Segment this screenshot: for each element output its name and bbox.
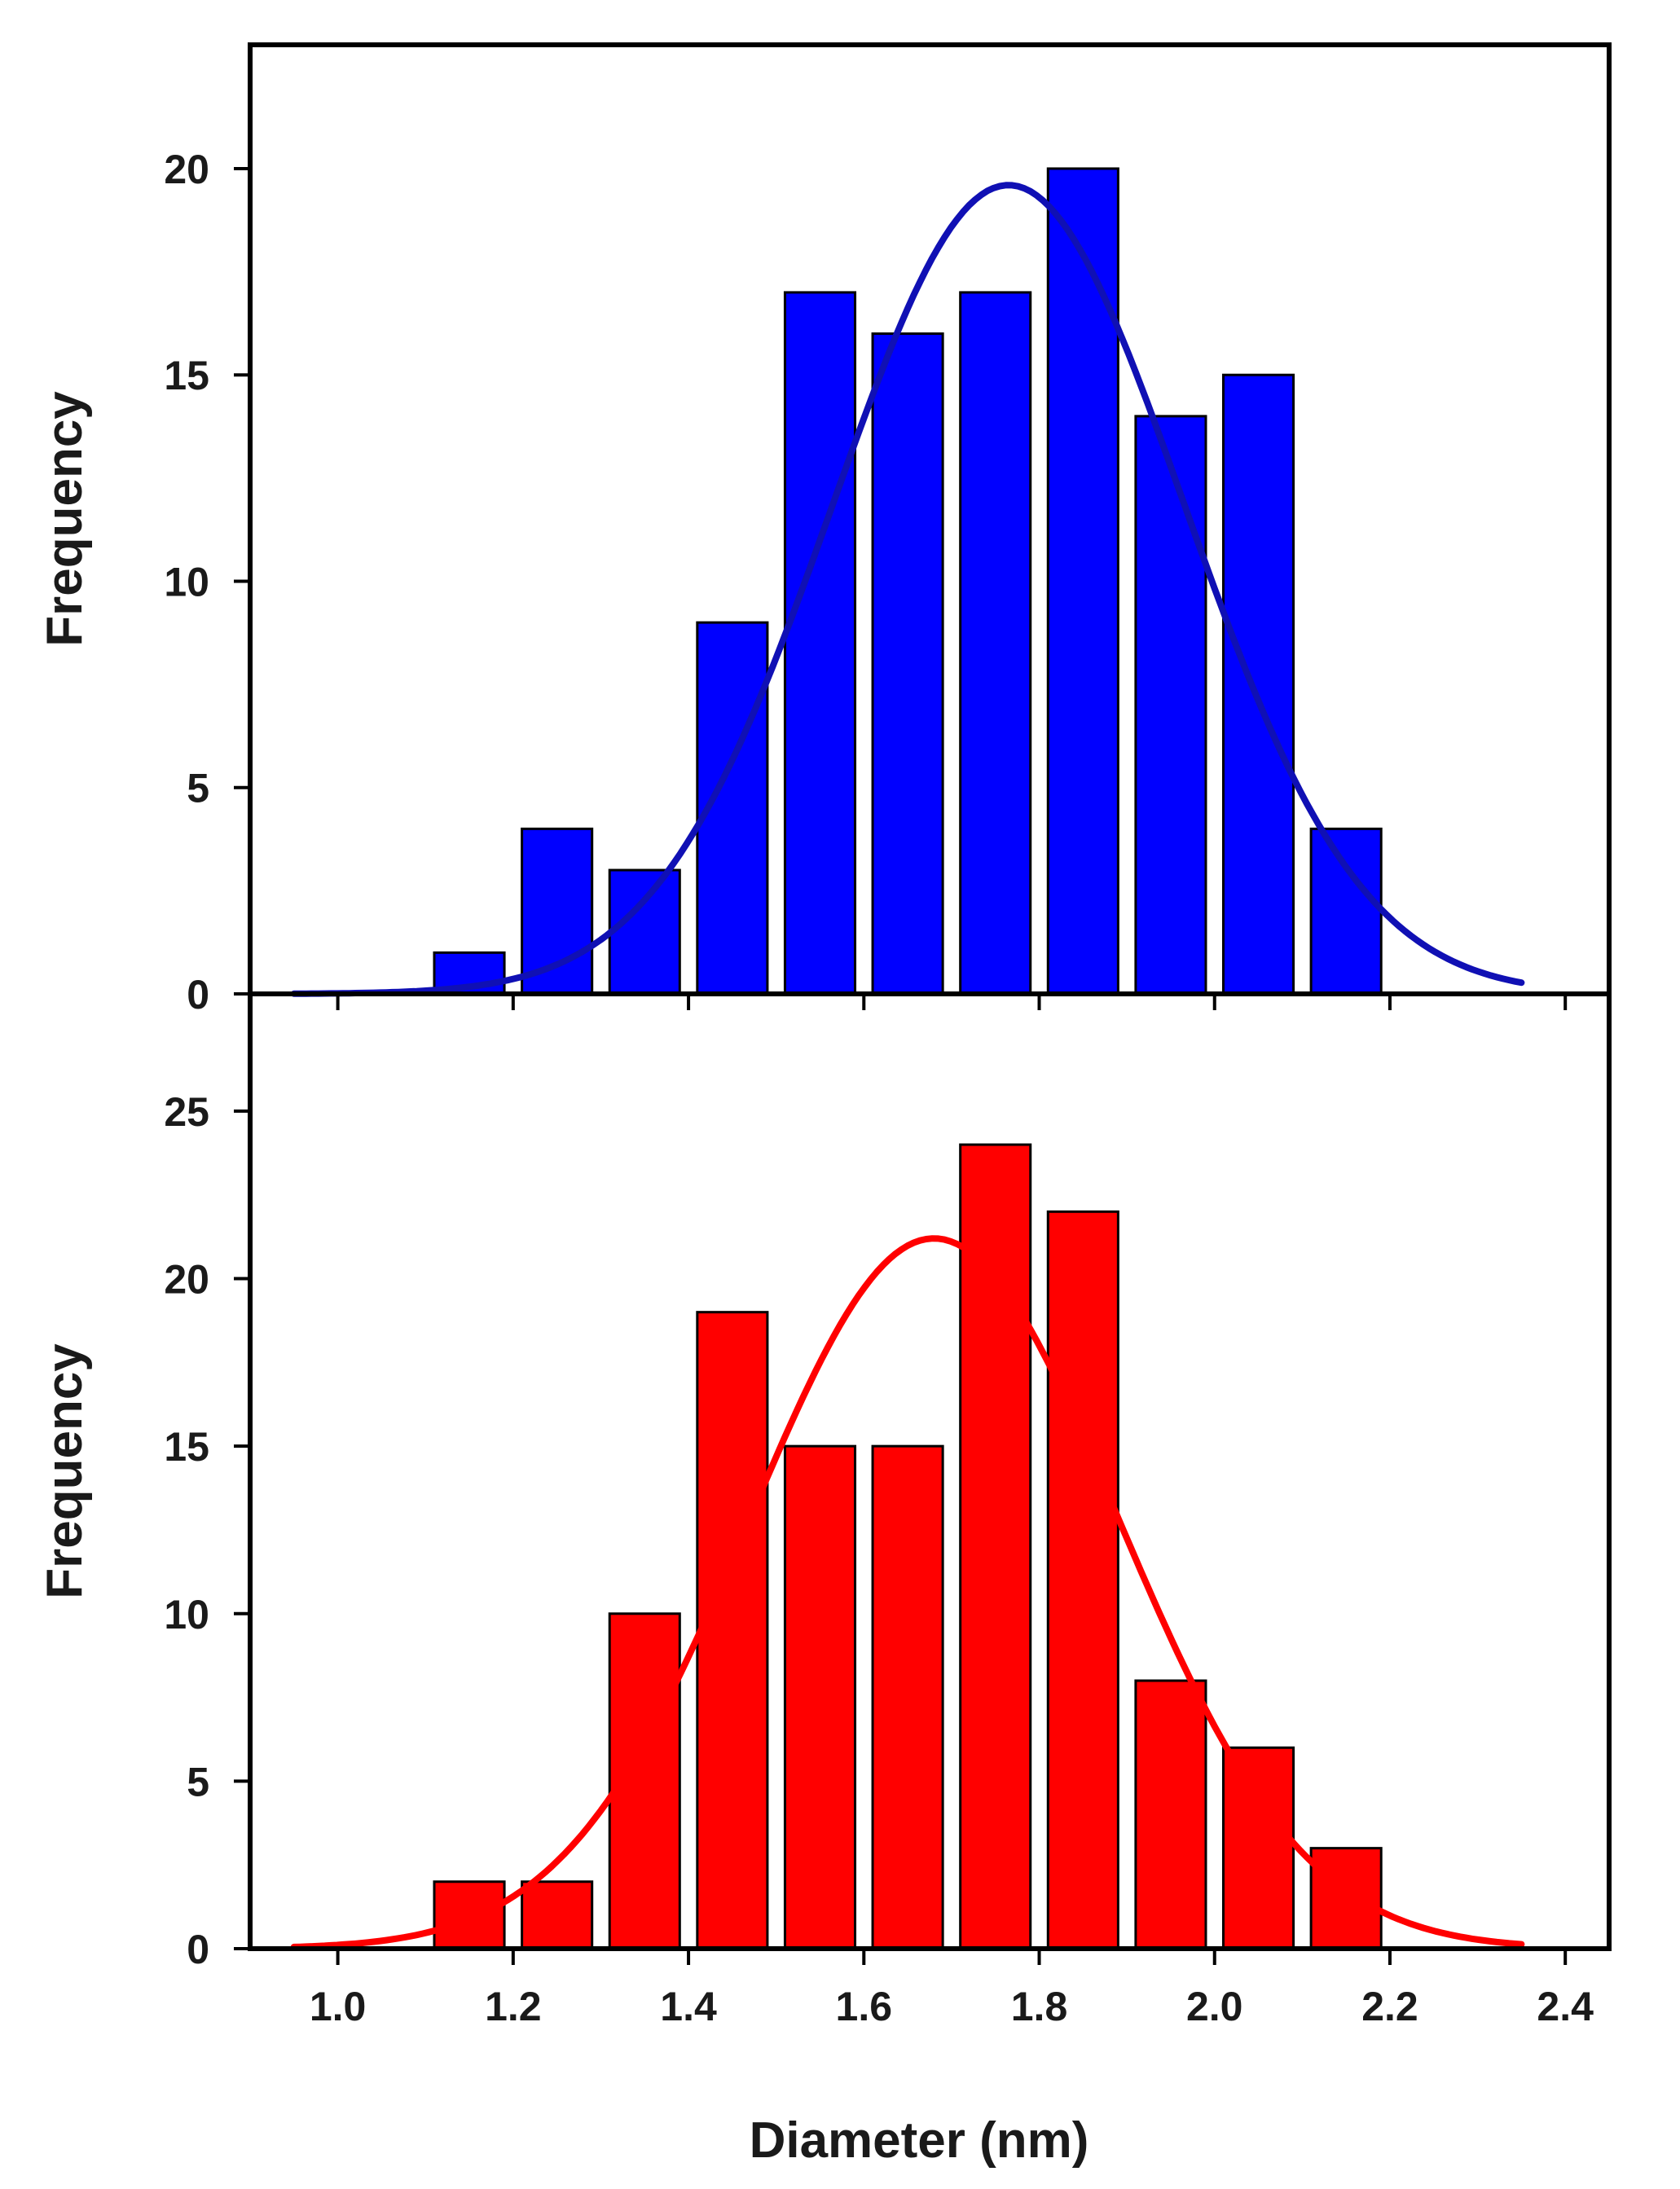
bottom-y-tick-label-3: 15 — [164, 1424, 209, 1470]
bottom-bar-7 — [1046, 1210, 1119, 1950]
bottom-y-tick-label-5: 25 — [164, 1089, 209, 1135]
top-bar-7 — [1046, 167, 1119, 996]
top-y-tick-label-4: 20 — [164, 147, 209, 192]
bottom-x-tick-label-1: 1.2 — [485, 1984, 542, 2029]
bottom-bar-6 — [959, 1143, 1032, 1950]
top-histogram-panel: 0 5 10 15 20 Frequency — [37, 42, 1612, 1018]
bottom-bar-10 — [1309, 1847, 1383, 1950]
bottom-bar-4 — [783, 1444, 857, 1950]
bottom-x-tick-label-3: 1.6 — [836, 1984, 893, 2029]
bottom-y-tick-label-4: 20 — [164, 1257, 209, 1303]
bottom-x-tick-label-2: 1.4 — [660, 1984, 717, 2029]
top-y-tick-label-3: 15 — [164, 353, 209, 398]
bottom-y-tick-label-2: 10 — [164, 1592, 209, 1637]
bottom-x-tick-label-0: 1.0 — [310, 1984, 367, 2029]
top-bar-2 — [608, 868, 681, 996]
top-bar-6 — [959, 291, 1032, 996]
bottom-bar-9 — [1222, 1746, 1295, 1950]
top-bar-1 — [521, 827, 594, 996]
bottom-y-tick-label-0: 0 — [187, 1927, 209, 1972]
bottom-x-tick-label-6: 2.2 — [1361, 1984, 1418, 2029]
top-bar-9 — [1222, 373, 1295, 996]
bottom-bar-5 — [871, 1444, 944, 1950]
top-y-tick-label-1: 5 — [187, 766, 209, 811]
top-y-tick-label-0: 0 — [187, 972, 209, 1018]
bottom-bar-3 — [696, 1311, 769, 1950]
bottom-bar-8 — [1134, 1679, 1207, 1950]
x-axis-title: Diameter (nm) — [750, 2112, 1089, 2169]
bottom-y-axis-title: Frequency — [37, 1343, 93, 1599]
top-y-axis-title: Frequency — [37, 391, 93, 647]
bottom-bar-1 — [521, 1880, 594, 1950]
top-bar-5 — [871, 332, 944, 996]
top-y-tick-label-2: 10 — [164, 559, 209, 604]
top-bar-10 — [1309, 827, 1383, 996]
top-fit-curve — [290, 182, 1525, 997]
bottom-histogram-panel: 0 5 10 15 20 25 Frequency 1.0 1.2 1.4 1.6 1.8 2.0 2.2… — [37, 991, 1612, 2029]
bottom-bar-0 — [433, 1880, 506, 1950]
bottom-x-tick-label-7: 2.4 — [1537, 1984, 1594, 2029]
bottom-y-tick-label-1: 5 — [187, 1759, 209, 1804]
bottom-fit-curve — [290, 1235, 1525, 1950]
bottom-x-tick-label-5: 2.0 — [1186, 1984, 1243, 2029]
bottom-x-tick-label-4: 1.8 — [1011, 1984, 1068, 2029]
top-bar-4 — [783, 291, 857, 996]
top-bar-8 — [1134, 415, 1207, 996]
